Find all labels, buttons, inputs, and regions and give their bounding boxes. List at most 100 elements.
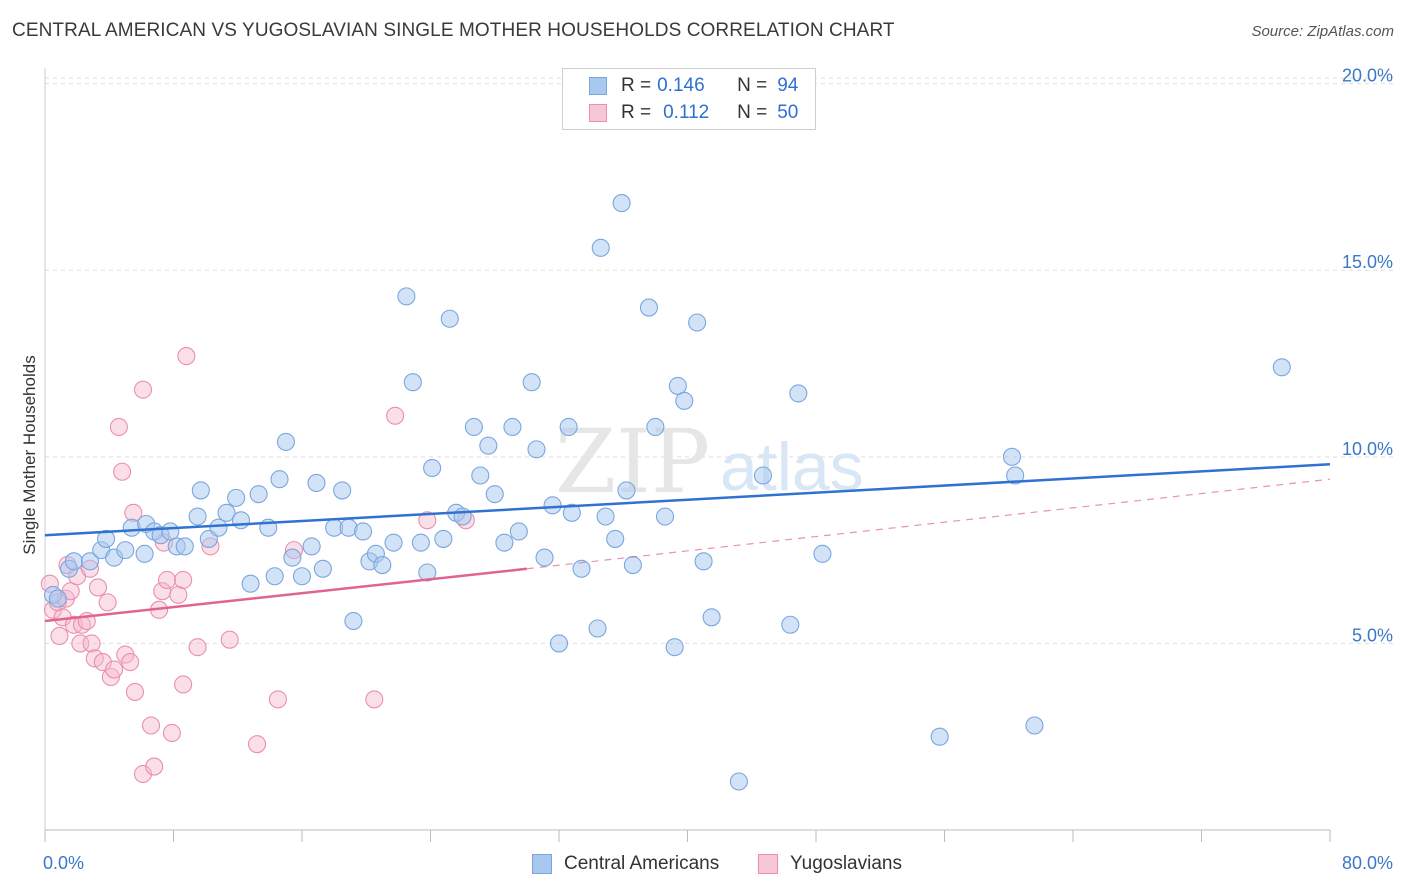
stats-legend: R = 0.146 N = 94 R = 0.112 N = 50 bbox=[562, 68, 816, 130]
central-point bbox=[509, 522, 528, 541]
central-point bbox=[384, 533, 403, 552]
yugoslav-n-label: N = bbox=[737, 102, 768, 123]
central-point bbox=[596, 507, 615, 526]
yugoslav-point bbox=[418, 511, 437, 530]
yugoslav-point bbox=[113, 462, 132, 481]
central-point bbox=[612, 194, 631, 213]
yugoslav-point bbox=[141, 716, 161, 735]
central-point bbox=[302, 537, 321, 556]
yugoslav-point bbox=[386, 406, 405, 425]
central-point bbox=[781, 615, 800, 634]
yugoslav-point bbox=[50, 626, 69, 646]
central-point bbox=[522, 373, 541, 392]
yugoslav-r-label: R = bbox=[621, 102, 652, 123]
central-point bbox=[188, 507, 207, 526]
central-point bbox=[527, 440, 546, 459]
central-point bbox=[675, 391, 694, 410]
yugoslav-point bbox=[82, 634, 101, 653]
central-point bbox=[694, 552, 713, 571]
central-point bbox=[535, 548, 554, 567]
yugoslav-point bbox=[93, 653, 112, 672]
central-point bbox=[591, 238, 610, 257]
central-legend-label: Central Americans bbox=[564, 853, 720, 874]
central-point bbox=[411, 533, 430, 552]
yugoslav-point bbox=[220, 630, 239, 649]
central-point bbox=[270, 470, 289, 489]
central-point bbox=[1006, 466, 1025, 485]
central-point bbox=[249, 485, 268, 504]
central-point bbox=[1002, 447, 1022, 466]
central-point bbox=[1025, 716, 1044, 735]
watermark-zip: ZIP bbox=[555, 410, 710, 513]
yugoslav-point bbox=[145, 757, 164, 776]
central-point bbox=[655, 507, 675, 526]
central-n-label: N = bbox=[737, 75, 768, 96]
central-point bbox=[623, 555, 642, 575]
central-point bbox=[485, 485, 504, 504]
yugoslav-r-value: 0.112 bbox=[663, 102, 710, 123]
central-point bbox=[617, 481, 636, 500]
legend-row-yugoslav: R = 0.112 N = 50 bbox=[589, 100, 798, 126]
central-point bbox=[702, 608, 721, 627]
central-point bbox=[175, 537, 194, 556]
yugoslav-point bbox=[188, 638, 207, 657]
central-point bbox=[559, 417, 578, 437]
yugoslav-legend-label: Yugoslavians bbox=[790, 853, 902, 874]
yugoslav-point bbox=[105, 660, 124, 679]
yugoslav-point bbox=[121, 653, 140, 672]
y-tick-label: 20.0% bbox=[1342, 66, 1393, 86]
y-tick-label: 15.0% bbox=[1342, 252, 1393, 272]
yugoslav-point bbox=[174, 675, 193, 694]
central-point bbox=[471, 466, 490, 485]
central-point bbox=[403, 373, 422, 392]
legend-item-central: Central Americans bbox=[532, 851, 719, 877]
central-point bbox=[495, 533, 514, 552]
central-point bbox=[930, 727, 949, 746]
yugoslav-point bbox=[247, 735, 267, 754]
central-point bbox=[688, 313, 707, 332]
central-point bbox=[231, 511, 251, 530]
central-point bbox=[48, 589, 67, 608]
chart-title: CENTRAL AMERICAN VS YUGOSLAVIAN SINGLE M… bbox=[12, 20, 895, 41]
central-point bbox=[562, 503, 581, 522]
yugoslav-legend-swatch bbox=[758, 854, 778, 874]
central-point bbox=[1272, 358, 1291, 377]
y-axis-label: Single Mother Households bbox=[20, 355, 39, 555]
legend-row-central: R = 0.146 N = 94 bbox=[589, 73, 798, 99]
central-point bbox=[353, 522, 373, 541]
central-point bbox=[227, 488, 246, 507]
central-legend-swatch bbox=[532, 854, 552, 874]
central-point bbox=[440, 309, 459, 328]
central-point bbox=[283, 548, 302, 567]
x-tick-label: 80.0% bbox=[1342, 853, 1393, 873]
central-point bbox=[209, 518, 228, 537]
central-point bbox=[423, 458, 442, 478]
yugoslav-point bbox=[98, 593, 117, 612]
central-swatch bbox=[589, 77, 607, 95]
central-point bbox=[729, 772, 748, 791]
yugoslav-point bbox=[133, 380, 153, 399]
central-point bbox=[292, 567, 312, 586]
yugoslav-point bbox=[88, 578, 108, 597]
central-point bbox=[418, 563, 437, 582]
central-point bbox=[789, 384, 808, 403]
central-point bbox=[135, 544, 154, 563]
x-tick-label: 0.0% bbox=[43, 853, 84, 873]
central-point bbox=[813, 544, 832, 563]
yugoslav-swatch bbox=[589, 104, 607, 122]
central-point bbox=[96, 529, 116, 548]
central-point bbox=[191, 481, 210, 500]
yugoslav-point bbox=[162, 723, 181, 743]
central-point bbox=[639, 298, 659, 317]
y-tick-label: 5.0% bbox=[1352, 625, 1393, 645]
central-trend-line bbox=[44, 463, 1331, 537]
central-r-value: 0.146 bbox=[657, 75, 705, 96]
yugoslav-point bbox=[125, 682, 144, 701]
central-r-label: R = bbox=[621, 75, 652, 96]
central-point bbox=[344, 611, 363, 631]
y-tick-label: 10.0% bbox=[1342, 439, 1393, 459]
yugoslav-n-value: 50 bbox=[777, 102, 799, 123]
yugoslav-trend-extension bbox=[526, 478, 1331, 570]
central-point bbox=[588, 619, 607, 638]
